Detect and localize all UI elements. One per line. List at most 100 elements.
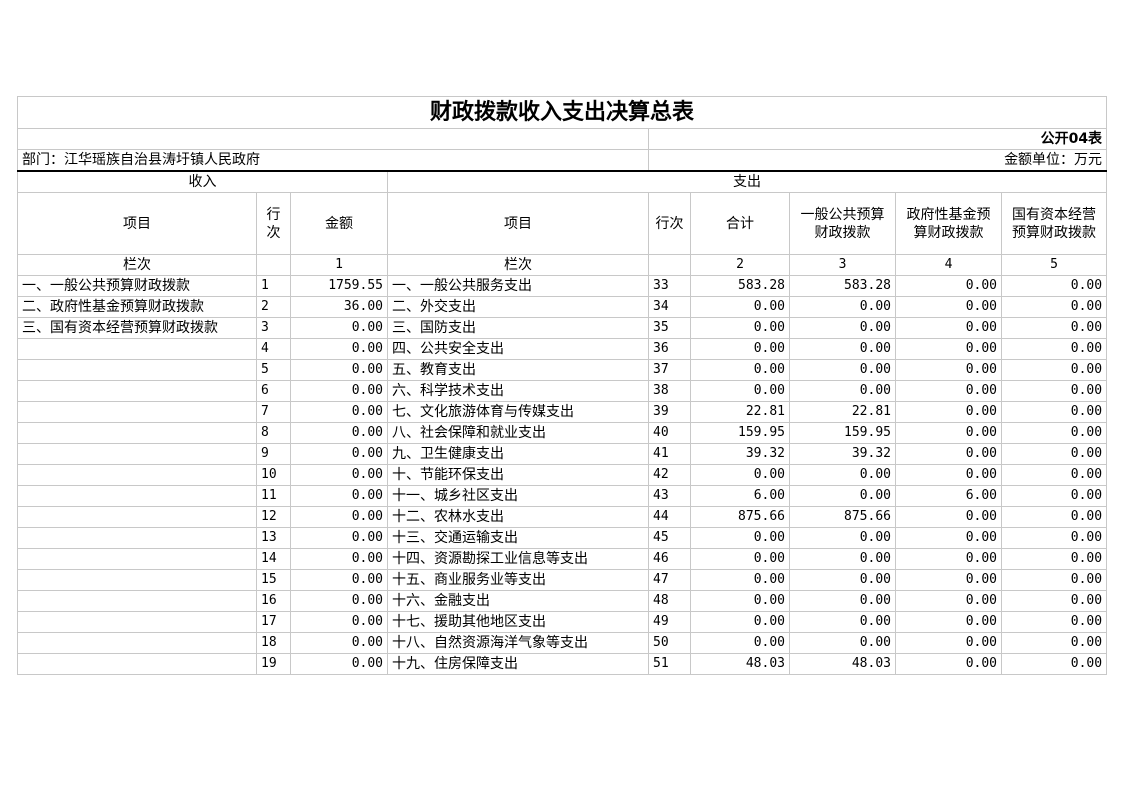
expense-item: 十四、资源勘探工业信息等支出	[387, 548, 649, 570]
income-header: 收入	[17, 170, 388, 193]
table-row: 10 0.00 十、节能环保支出 42 0.00 0.00 0.00 0.00	[17, 464, 1108, 486]
expense-item: 七、文化旅游体育与传媒支出	[387, 401, 649, 423]
income-amount: 0.00	[290, 464, 388, 486]
table-row: 三、国有资本经营预算财政拨款 3 0.00 三、国防支出 35 0.00 0.00 0.00 0…	[17, 317, 1108, 339]
expense-gov-fund: 0.00	[895, 443, 1002, 465]
income-amount: 0.00	[290, 338, 388, 360]
expense-item: 二、外交支出	[387, 296, 649, 318]
income-item	[17, 485, 257, 507]
expense-row-no: 37	[648, 359, 691, 381]
expense-gov-fund: 0.00	[895, 422, 1002, 444]
expense-state-capital: 0.00	[1000, 317, 1108, 339]
expense-general: 22.81	[789, 401, 896, 423]
expense-item: 四、公共安全支出	[387, 338, 649, 360]
index-3: 3	[789, 254, 896, 276]
expense-gov-fund: 0.00	[895, 506, 1002, 528]
expense-row-no: 49	[648, 611, 691, 633]
income-row-no: 13	[256, 527, 291, 549]
expense-total: 6.00	[690, 485, 790, 507]
expense-item: 九、卫生健康支出	[387, 443, 649, 465]
expense-general: 0.00	[789, 527, 896, 549]
expense-row-no: 40	[648, 422, 691, 444]
expense-gov-fund: 0.00	[895, 611, 1002, 633]
expense-general: 0.00	[789, 359, 896, 381]
expense-total: 0.00	[690, 338, 790, 360]
income-item	[17, 359, 257, 381]
expense-general: 0.00	[789, 338, 896, 360]
income-row-no: 9	[256, 443, 291, 465]
expense-item: 一、一般公共服务支出	[387, 275, 649, 297]
income-item	[17, 611, 257, 633]
income-row-no: 14	[256, 548, 291, 570]
expense-row-no: 48	[648, 590, 691, 612]
expense-state-capital: 0.00	[1000, 443, 1108, 465]
col-total: 合计	[690, 192, 790, 255]
income-row-no: 10	[256, 464, 291, 486]
expense-general: 0.00	[789, 548, 896, 570]
income-amount: 0.00	[290, 506, 388, 528]
expense-row-no: 47	[648, 569, 691, 591]
income-item	[17, 632, 257, 654]
expense-item: 三、国防支出	[387, 317, 649, 339]
table-row: 5 0.00 五、教育支出 37 0.00 0.00 0.00 0.00	[17, 359, 1108, 381]
col-exp-row-no: 行次	[648, 192, 691, 255]
expense-item: 十七、援助其他地区支出	[387, 611, 649, 633]
expense-general: 159.95	[789, 422, 896, 444]
income-row-no: 5	[256, 359, 291, 381]
expense-gov-fund: 0.00	[895, 548, 1002, 570]
income-amount: 0.00	[290, 548, 388, 570]
expense-state-capital: 0.00	[1000, 653, 1108, 675]
income-row-no: 16	[256, 590, 291, 612]
table-row: 15 0.00 十五、商业服务业等支出 47 0.00 0.00 0.00 0.00	[17, 569, 1108, 591]
table-row: 18 0.00 十八、自然资源海洋气象等支出 50 0.00 0.00 0.00 0.00	[17, 632, 1108, 654]
expense-row-no: 50	[648, 632, 691, 654]
expense-state-capital: 0.00	[1000, 401, 1108, 423]
expense-state-capital: 0.00	[1000, 527, 1108, 549]
table-row: 二、政府性基金预算财政拨款 2 36.00 二、外交支出 34 0.00 0.00 0.00 0…	[17, 296, 1108, 318]
income-amount: 0.00	[290, 527, 388, 549]
expense-state-capital: 0.00	[1000, 485, 1108, 507]
expense-total: 0.00	[690, 548, 790, 570]
income-amount: 0.00	[290, 317, 388, 339]
income-item: 二、政府性基金预算财政拨款	[17, 296, 257, 318]
income-row-no: 2	[256, 296, 291, 318]
expense-row-no: 33	[648, 275, 691, 297]
income-amount: 0.00	[290, 485, 388, 507]
expense-gov-fund: 0.00	[895, 464, 1002, 486]
expense-total: 583.28	[690, 275, 790, 297]
expense-total: 0.00	[690, 359, 790, 381]
income-row-no: 1	[256, 275, 291, 297]
expense-row-no: 42	[648, 464, 691, 486]
unit: 金额单位：万元	[647, 149, 1108, 172]
expense-row-no: 51	[648, 653, 691, 675]
income-item	[17, 653, 257, 675]
index-2: 2	[690, 254, 790, 276]
table-row: 11 0.00 十一、城乡社区支出 43 6.00 0.00 6.00 0.00	[17, 485, 1108, 507]
expense-row-no: 36	[648, 338, 691, 360]
expense-item: 八、社会保障和就业支出	[387, 422, 649, 444]
expense-state-capital: 0.00	[1000, 359, 1108, 381]
expense-state-capital: 0.00	[1000, 296, 1108, 318]
expense-gov-fund: 0.00	[895, 296, 1002, 318]
expense-general: 0.00	[789, 296, 896, 318]
expense-gov-fund: 0.00	[895, 632, 1002, 654]
expense-state-capital: 0.00	[1000, 590, 1108, 612]
expense-state-capital: 0.00	[1000, 380, 1108, 402]
table-row: 7 0.00 七、文化旅游体育与传媒支出 39 22.81 22.81 0.00 0.00	[17, 401, 1108, 423]
income-item	[17, 443, 257, 465]
income-item	[17, 590, 257, 612]
expense-gov-fund: 0.00	[895, 338, 1002, 360]
expense-item: 五、教育支出	[387, 359, 649, 381]
expense-state-capital: 0.00	[1000, 506, 1108, 528]
expense-gov-fund: 0.00	[895, 401, 1002, 423]
expense-state-capital: 0.00	[1000, 275, 1108, 297]
expense-state-capital: 0.00	[1000, 422, 1108, 444]
col-item: 项目	[17, 192, 257, 255]
expense-state-capital: 0.00	[1000, 569, 1108, 591]
expense-item: 十六、金融支出	[387, 590, 649, 612]
income-item	[17, 380, 257, 402]
expense-general: 0.00	[789, 317, 896, 339]
income-amount: 0.00	[290, 590, 388, 612]
table-row: 4 0.00 四、公共安全支出 36 0.00 0.00 0.00 0.00	[17, 338, 1108, 360]
expense-state-capital: 0.00	[1000, 338, 1108, 360]
